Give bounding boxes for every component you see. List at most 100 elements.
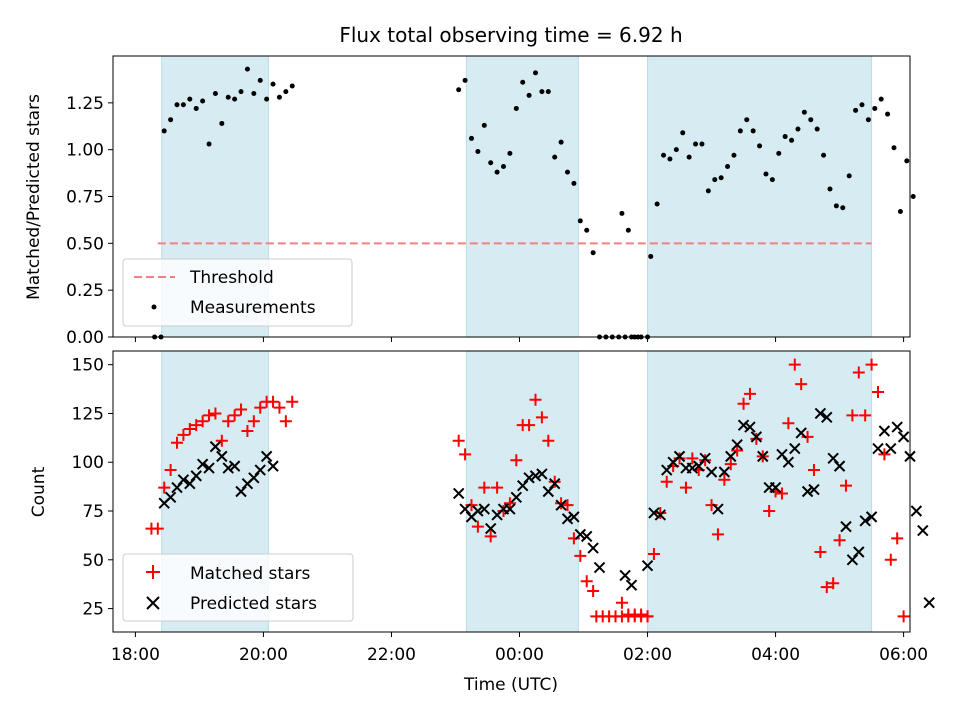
legend-predicted-label: Predicted stars [190, 594, 317, 614]
predicted-star-point [712, 503, 724, 515]
measurement-point [680, 130, 686, 136]
matched-star-point [491, 481, 504, 494]
matched-star-point [865, 358, 878, 371]
matched-star-point [884, 553, 897, 566]
measurement-point [782, 134, 788, 140]
matched-star-point [775, 487, 788, 500]
predicted-star-point [254, 464, 266, 476]
measurement-point [577, 218, 583, 224]
matched-star-point [679, 481, 692, 494]
predicted-star-point [625, 579, 638, 591]
predicted-star-point [216, 450, 228, 463]
predicted-star-point [865, 511, 878, 523]
matched-star-point [660, 475, 673, 488]
y-tick-label: 0.00 [66, 328, 104, 348]
predicted-star-point [782, 456, 795, 468]
measurement-point [776, 150, 782, 156]
y-tick-label: 50 [82, 551, 104, 571]
matched-star-point [286, 395, 299, 408]
measurement-point [481, 122, 487, 128]
matched-star-point [788, 358, 801, 371]
measurement-point [219, 120, 225, 126]
measurement-point [833, 203, 839, 209]
y-tick-label: 0.75 [66, 188, 104, 208]
matched-star-point [164, 464, 177, 477]
measurement-point [276, 94, 282, 100]
predicted-star-point [529, 470, 542, 482]
matched-star-point [833, 534, 846, 547]
count-panel-frame [112, 350, 911, 633]
x-axis-label: Time (UTC) [463, 675, 558, 695]
measurement-point [625, 227, 631, 233]
measurement-point [526, 92, 532, 98]
measurement-point [827, 186, 833, 192]
matched-star-point [699, 454, 712, 467]
predicted-star-point [705, 466, 718, 478]
y-tick-label: 1.00 [66, 141, 104, 161]
measurement-point [737, 128, 743, 134]
matched-star-point [151, 522, 164, 535]
measurement-point [584, 227, 590, 233]
predicted-star-point [718, 466, 731, 478]
matched-star-point [196, 415, 209, 428]
legend-matched-label: Matched stars [190, 564, 310, 584]
predicted-star-point [267, 460, 279, 472]
observing-interval-2 [647, 350, 873, 633]
matched-star-point [891, 532, 904, 545]
ratio-panel: 0.00 0.25 0.50 0.75 1.00 1.25 Matched/Predict… [24, 55, 916, 348]
matched-star-point [222, 415, 235, 428]
predicted-star-point [833, 460, 846, 472]
count-panel: 25 50 75 100 125 150 18:00 20:00 22:00 00:00 02:0… [29, 350, 935, 695]
matched-star-point [529, 393, 542, 406]
measurement-point [232, 96, 238, 102]
ratio-x-ticks [134, 337, 905, 342]
matched-star-point [750, 432, 763, 445]
measurement-point [872, 105, 878, 111]
predicted-star-point [801, 485, 814, 498]
matched-star-point [254, 401, 267, 414]
matched-star-point [827, 577, 840, 590]
legend-measurements-swatch [151, 304, 157, 310]
matched-star-point [711, 528, 724, 541]
y-tick-label: 1.25 [66, 94, 104, 114]
measurement-point [251, 90, 257, 96]
predicted-star-point [561, 513, 574, 525]
measurement-points [152, 66, 916, 340]
measurement-point [180, 102, 186, 108]
predicted-star-point [478, 503, 491, 515]
measurement-point [654, 201, 660, 207]
measurement-point [533, 70, 539, 76]
measurement-point [507, 150, 513, 156]
matched-star-point [190, 419, 203, 432]
matched-star-point [801, 430, 814, 443]
predicted-star-point [228, 460, 241, 472]
measurement-point [661, 152, 667, 158]
measurement-point [904, 158, 910, 164]
predicted-star-point [568, 511, 580, 523]
y-tick-label: 75 [82, 502, 104, 522]
matched-star-point [820, 581, 833, 594]
predicted-star-point [654, 509, 667, 521]
measurement-point [718, 175, 724, 181]
matched-star-point [763, 505, 776, 518]
predicted-star-point [737, 419, 750, 431]
predicted-star-point [750, 431, 763, 443]
predicted-star-point [648, 507, 660, 519]
measurement-point [475, 149, 481, 155]
matched-star-point [465, 499, 478, 512]
measurement-point [840, 205, 846, 211]
measurement-point [206, 141, 212, 147]
matched-star-point [273, 401, 286, 414]
matched-star-point [523, 419, 536, 432]
matched-star-point [743, 387, 756, 400]
y-tick-label: 100 [72, 453, 104, 473]
predicted-star-point [673, 450, 686, 463]
matched-star-point [673, 452, 686, 465]
matched-star-point [587, 585, 600, 598]
observing-interval-2 [647, 55, 873, 338]
x-tick-label: 00:00 [495, 645, 544, 665]
measurement-point [814, 126, 820, 132]
predicted-star-point [821, 411, 833, 424]
legend-threshold-label: Threshold [189, 268, 274, 288]
matched-star-point [459, 448, 472, 461]
